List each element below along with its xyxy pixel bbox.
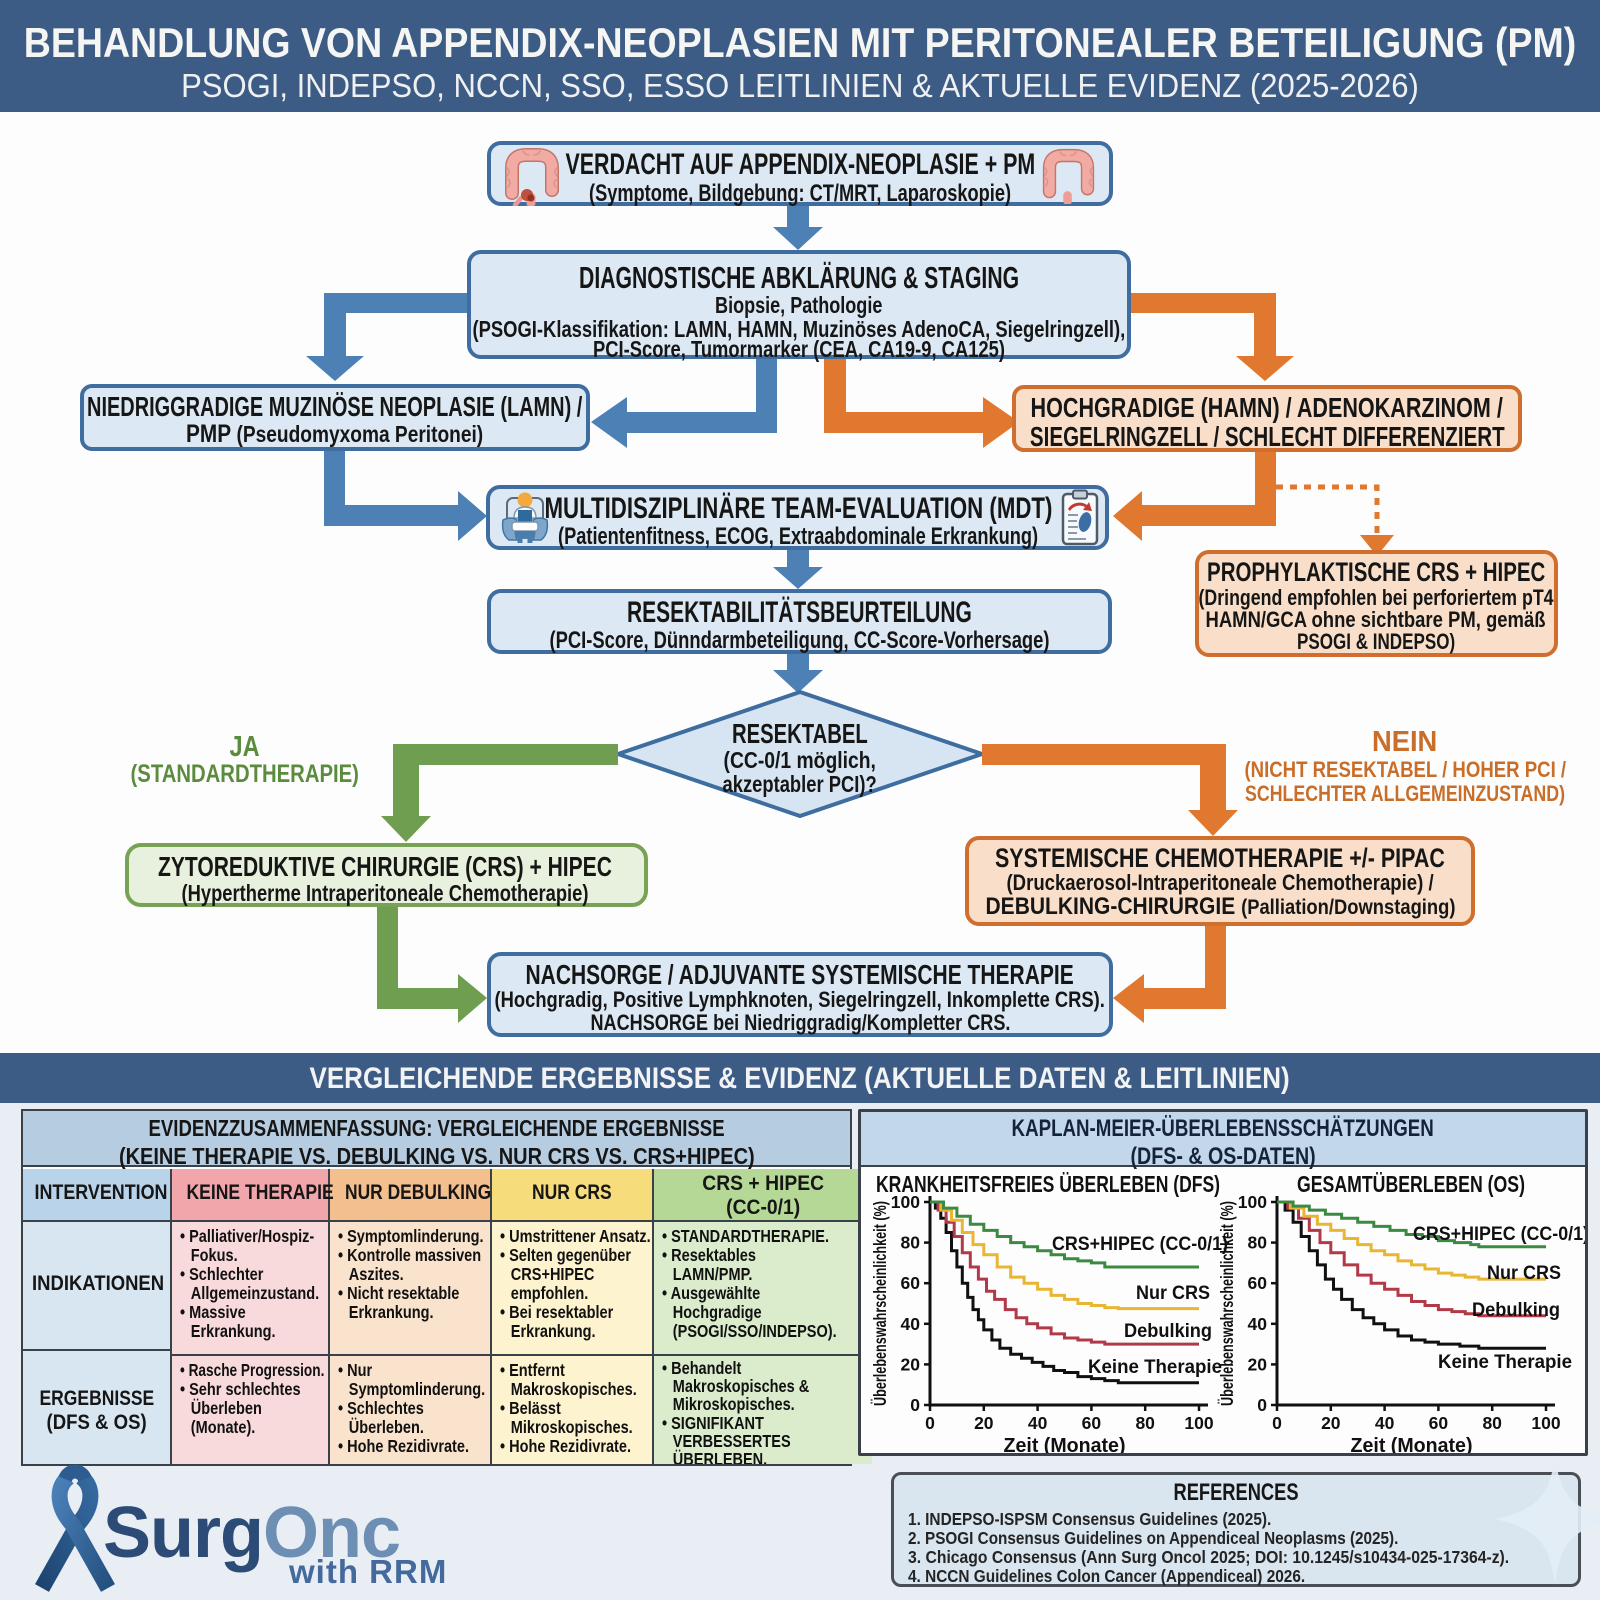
- svg-text:Nur CRS: Nur CRS: [1487, 1262, 1561, 1284]
- svg-text:100: 100: [1531, 1413, 1560, 1433]
- svg-text:Überlebenswahrscheinlichkeit (: Überlebenswahrscheinlichkeit (%): [1217, 1201, 1237, 1406]
- svg-text:80: 80: [1135, 1413, 1155, 1433]
- svg-text:100: 100: [1184, 1413, 1213, 1433]
- svg-text:40: 40: [1375, 1413, 1395, 1433]
- svg-text:Überlebenswahrscheinlichkeit (: Überlebenswahrscheinlichkeit (%): [870, 1201, 890, 1406]
- svg-text:0: 0: [1272, 1413, 1282, 1433]
- svg-text:20: 20: [901, 1354, 921, 1374]
- svg-text:0: 0: [910, 1395, 920, 1415]
- svg-text:Debulking: Debulking: [1124, 1320, 1212, 1342]
- svg-text:20: 20: [1248, 1354, 1268, 1374]
- svg-text:Keine Therapie: Keine Therapie: [1438, 1351, 1572, 1373]
- svg-text:Keine Therapie: Keine Therapie: [1088, 1356, 1222, 1378]
- svg-text:40: 40: [1028, 1413, 1048, 1433]
- svg-text:KRANKHEITSFREIES ÜBERLEBEN (DF: KRANKHEITSFREIES ÜBERLEBEN (DFS): [876, 1171, 1220, 1197]
- svg-text:40: 40: [1248, 1314, 1268, 1334]
- svg-text:100: 100: [891, 1192, 920, 1212]
- svg-text:100: 100: [1238, 1192, 1267, 1212]
- svg-text:60: 60: [1429, 1413, 1449, 1433]
- svg-text:CRS+HIPEC (CC-0/1): CRS+HIPEC (CC-0/1): [1413, 1223, 1585, 1245]
- svg-text:GESAMTÜBERLEBEN (OS): GESAMTÜBERLEBEN (OS): [1297, 1171, 1525, 1197]
- svg-text:Zeit (Monate): Zeit (Monate): [1004, 1435, 1126, 1453]
- svg-text:40: 40: [901, 1314, 921, 1334]
- svg-text:60: 60: [1082, 1413, 1102, 1433]
- svg-text:CRS+HIPEC (CC-0/1): CRS+HIPEC (CC-0/1): [1052, 1233, 1228, 1255]
- svg-text:0: 0: [925, 1413, 935, 1433]
- svg-text:Debulking: Debulking: [1472, 1299, 1560, 1321]
- svg-text:20: 20: [1321, 1413, 1341, 1433]
- svg-text:60: 60: [1248, 1273, 1268, 1293]
- svg-text:80: 80: [1482, 1413, 1502, 1433]
- svg-text:80: 80: [901, 1233, 921, 1253]
- svg-text:20: 20: [974, 1413, 994, 1433]
- svg-text:0: 0: [1257, 1395, 1267, 1415]
- svg-text:Nur CRS: Nur CRS: [1136, 1282, 1210, 1304]
- svg-text:Zeit (Monate): Zeit (Monate): [1351, 1435, 1473, 1453]
- svg-text:60: 60: [901, 1273, 921, 1293]
- svg-text:80: 80: [1248, 1233, 1268, 1253]
